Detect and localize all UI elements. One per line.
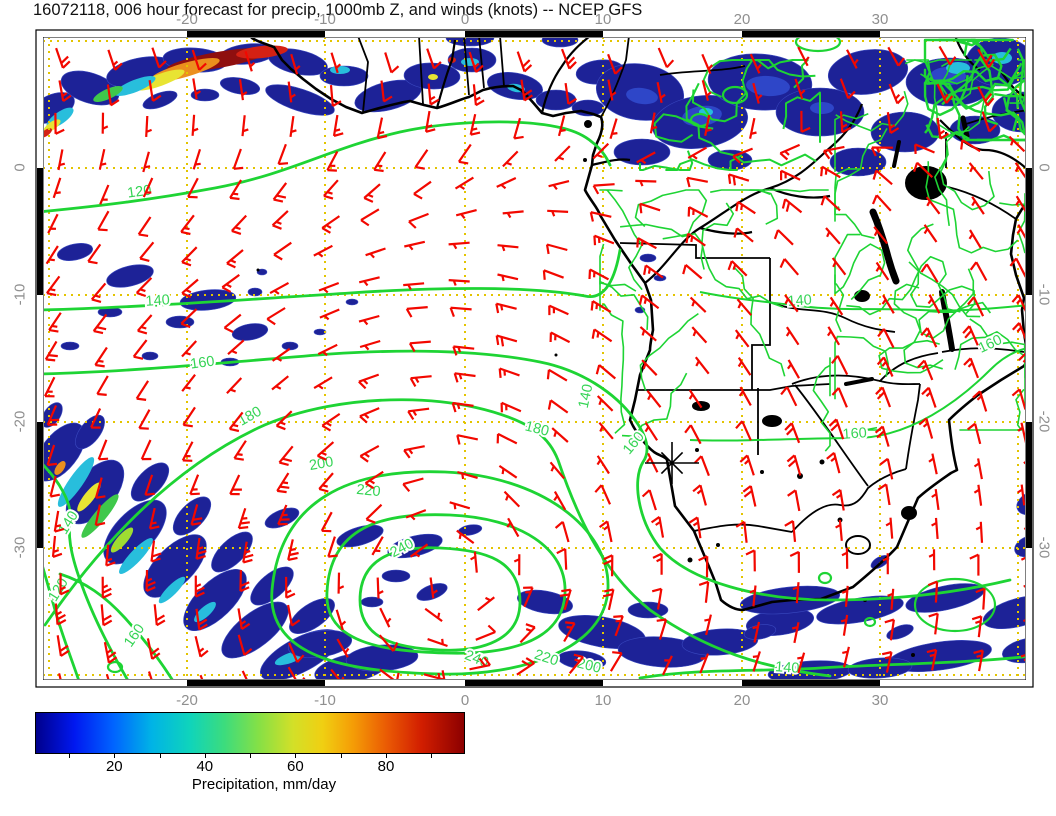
colorbar-minor-tick	[69, 753, 70, 758]
contour-label: 160	[842, 425, 867, 443]
colorbar-minor-tick	[295, 753, 297, 758]
y-axis-tick-left: -10	[11, 283, 29, 306]
figure-title: 16072118, 006 hour forecast for precip, …	[33, 1, 643, 19]
contour-label: 140	[145, 292, 170, 310]
colorbar-minor-tick	[159, 753, 161, 758]
colorbar-minor-tick	[114, 753, 116, 758]
colorbar-tick-label: 40	[196, 758, 214, 775]
contour-label: 120	[126, 182, 152, 201]
wind-barbs-layer	[44, 45, 1025, 679]
y-axis-tick-right: -10	[1035, 283, 1053, 306]
x-axis-tick-top: 20	[733, 11, 751, 28]
x-axis-tick-top: 10	[594, 11, 612, 28]
precipitation-colorbar	[35, 712, 465, 754]
contour-label: 200	[308, 454, 335, 474]
colorbar-minor-tick	[204, 753, 206, 758]
x-axis-tick-top: 0	[460, 11, 470, 28]
x-axis-tick-bottom: 30	[871, 692, 889, 709]
colorbar-tick-label: 20	[105, 758, 123, 775]
y-axis-tick-right: -30	[1035, 536, 1053, 559]
colorbar-tick-label: 80	[377, 758, 395, 775]
x-axis-tick-bottom: 10	[594, 692, 612, 709]
colorbar-minor-tick	[386, 753, 387, 758]
contour-label: 220	[356, 482, 382, 500]
colorbar-minor-tick	[431, 753, 433, 758]
contour-label: 140	[775, 659, 800, 677]
map-interior: 1201401601802002202401801401601601401608…	[44, 26, 1025, 679]
y-axis-tick-left: -30	[11, 536, 29, 559]
x-axis-tick-bottom: 0	[460, 692, 470, 709]
colorbar-minor-tick	[340, 753, 342, 758]
colorbar-tick-label: 60	[287, 758, 304, 775]
colorbar-minor-tick	[250, 753, 252, 758]
station-marker	[645, 442, 699, 484]
y-axis-tick-left: 0	[11, 163, 29, 172]
x-axis-tick-top: -10	[314, 11, 336, 28]
graticule-layer	[44, 38, 1025, 679]
y-axis-tick-right: -20	[1035, 410, 1053, 433]
y-axis-tick-left: -20	[11, 410, 29, 433]
y-axis-tick-right: 0	[1035, 163, 1053, 172]
x-axis-tick-bottom: -10	[314, 692, 336, 709]
map-frame	[35, 29, 1034, 688]
colorbar-caption: Precipitation, mm/day	[191, 776, 337, 793]
contour-label: 160	[189, 353, 215, 372]
x-axis-tick-bottom: 20	[733, 692, 751, 709]
x-axis-tick-top: 30	[871, 11, 889, 28]
x-axis-tick-top: -20	[176, 11, 198, 28]
precip-shading-layer	[44, 38, 1025, 679]
contour-label: 80	[807, 26, 823, 42]
x-axis-tick-bottom: -20	[176, 692, 198, 709]
